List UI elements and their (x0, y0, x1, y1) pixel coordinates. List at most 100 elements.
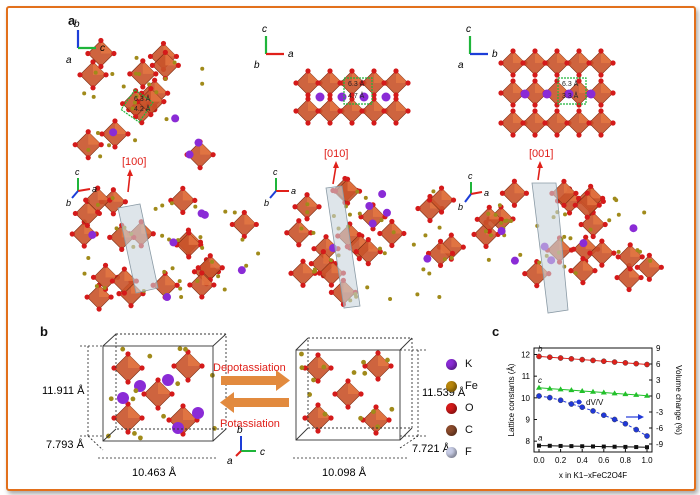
o-atom (356, 256, 362, 262)
o-atom (590, 233, 596, 240)
series-label: b (538, 344, 543, 353)
c-atom (200, 81, 205, 86)
octahedron-face (579, 51, 591, 63)
o-atom (316, 270, 323, 276)
point-a (634, 445, 639, 450)
k-atom (368, 219, 377, 228)
octahedron-face (352, 99, 364, 111)
c-atom (488, 233, 493, 238)
o-atom (658, 264, 664, 270)
c-atom (299, 226, 304, 231)
c-atom (388, 296, 393, 301)
point-c (557, 386, 564, 392)
o-atom (353, 249, 359, 255)
c-atom (169, 201, 174, 206)
o-atom (393, 120, 399, 126)
y-tick-label: 11 (522, 372, 531, 381)
c-atom (102, 285, 107, 290)
octahedron-face (114, 120, 128, 134)
o-atom (210, 152, 216, 158)
o-atom (564, 60, 570, 66)
o-atom (300, 282, 306, 288)
o-atom (185, 377, 191, 383)
o-atom (415, 205, 421, 212)
c-atom (130, 396, 136, 402)
o-atom (147, 53, 154, 60)
o-atom (568, 247, 575, 253)
o-atom (389, 218, 395, 225)
o-atom (586, 60, 592, 66)
octahedron-face (601, 81, 613, 93)
axis-b-label: b (237, 425, 243, 436)
c-atom (305, 202, 310, 207)
o-atom (302, 415, 308, 421)
o-atom (646, 276, 652, 282)
o-atom (187, 282, 193, 288)
o-atom (554, 102, 560, 108)
o-atom (288, 270, 294, 276)
o-atom (381, 80, 387, 86)
panel-b-label: b (40, 324, 48, 339)
o-atom (405, 108, 411, 114)
octahedron-face (451, 235, 464, 248)
o-atom (112, 118, 118, 124)
c-atom (232, 210, 237, 215)
k-atom (192, 407, 204, 419)
axis-c-label: c (466, 24, 471, 35)
o-atom (199, 363, 205, 369)
o-atom (125, 379, 131, 385)
y2-tick-label: 6 (656, 360, 661, 369)
series-label: c (538, 376, 542, 385)
o-atom (90, 59, 96, 65)
o-atom (510, 102, 516, 108)
o-atom (84, 294, 90, 300)
axis-a-label: a (291, 186, 296, 196)
o-atom (305, 96, 311, 102)
legend-label: Fe (465, 380, 478, 392)
c-atom (607, 218, 612, 223)
octahedron-face (318, 405, 331, 418)
octahedron-face (557, 81, 569, 93)
o-atom (386, 417, 392, 423)
c-atom (134, 55, 139, 60)
octahedron-face (128, 404, 142, 418)
o-atom (532, 102, 538, 108)
o-atom (328, 365, 334, 371)
c-atom (371, 409, 376, 415)
c-atom (98, 154, 103, 159)
octahedron-face (601, 51, 613, 63)
o-atom (474, 216, 480, 222)
x-tick-label: 1.0 (641, 456, 653, 465)
c-atom (614, 198, 619, 203)
plot-frame (533, 347, 653, 453)
o-atom (375, 350, 381, 356)
k-atom (520, 89, 530, 99)
c-atom (385, 357, 390, 363)
o-atom (125, 351, 131, 357)
c-atom (562, 234, 567, 239)
c-atom (311, 230, 316, 235)
distance-label: 6.3 Å (562, 79, 579, 88)
o-atom (98, 142, 104, 148)
o-atom (102, 262, 109, 268)
c-atom (321, 364, 327, 370)
direction-label: [001] (529, 148, 553, 160)
o-atom (293, 80, 299, 86)
o-atom (627, 242, 633, 248)
o-atom (576, 102, 582, 108)
o-atom (90, 274, 97, 280)
c-atom (153, 206, 158, 211)
o-atom (305, 120, 311, 126)
o-atom (532, 72, 538, 78)
o-atom (592, 268, 598, 274)
c-atom (437, 225, 442, 230)
o-atom (602, 221, 608, 228)
crystal-views (69, 37, 664, 314)
o-atom (405, 80, 411, 86)
o-atom (296, 242, 302, 248)
c-atom (311, 377, 316, 383)
c-atom (437, 295, 442, 300)
diffusion-channel (531, 182, 569, 314)
c-atom (361, 359, 366, 365)
o-atom (561, 178, 567, 184)
